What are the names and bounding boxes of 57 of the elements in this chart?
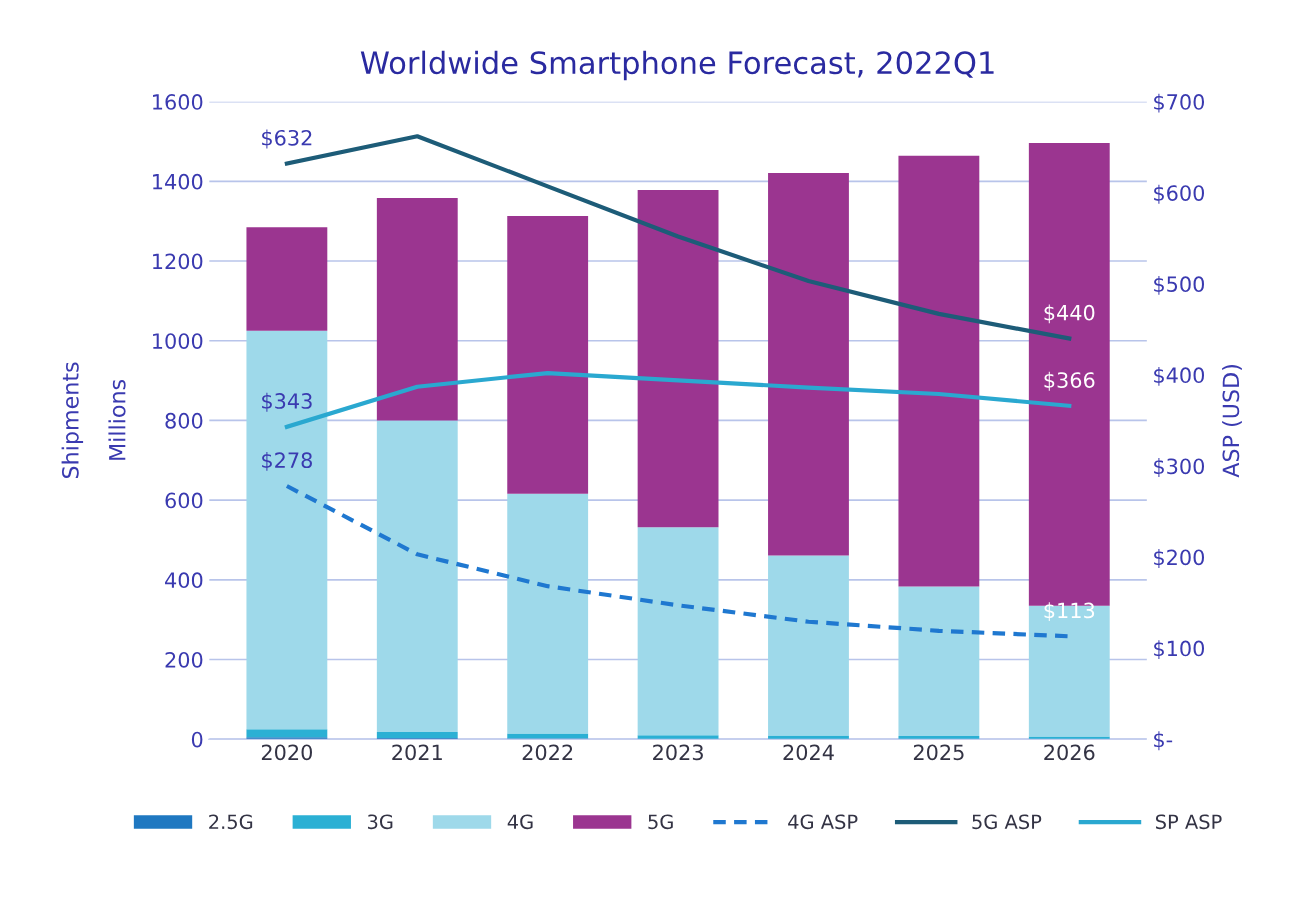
legend-label: 4G ASP [788, 814, 858, 830]
x-tick-label: 2021 [392, 744, 442, 761]
bar [637, 735, 719, 740]
bar [246, 330, 328, 730]
bar [507, 493, 589, 734]
bar [637, 527, 719, 736]
y-tick-label: 1000 [153, 333, 203, 349]
y2-tick-label: $700 [1154, 93, 1205, 113]
data-label: $113 [1044, 602, 1095, 622]
chart-title: Worldwide Smartphone Forecast, 2022Q1 [360, 50, 994, 81]
legend-label: 5G ASP [972, 814, 1042, 830]
y2-tick-label: $200 [1154, 549, 1205, 569]
data-label: $366 [1044, 371, 1095, 391]
data-label: $440 [1044, 304, 1095, 324]
y2-tick-label: $300 [1154, 458, 1205, 477]
bar [246, 729, 328, 738]
y-axis-title: Shipments Millions [61, 362, 126, 479]
bar [376, 732, 458, 738]
y2-tick-label: $400 [1154, 366, 1205, 386]
legend-label: 2.5G [209, 814, 253, 830]
y-tick-label: 200 [165, 651, 203, 668]
x-tick-label: 2023 [653, 744, 703, 761]
legend-label: 4G [507, 814, 533, 830]
y-tick-label: 400 [165, 572, 203, 589]
y-tick-label: 0 [191, 731, 203, 748]
bar [637, 190, 719, 528]
data-label: $278 [262, 451, 312, 471]
bar [507, 216, 589, 494]
legend-label: 5G [648, 814, 673, 830]
bar [376, 420, 458, 733]
bar [898, 586, 980, 737]
data-label: $632 [262, 129, 312, 149]
x-tick-label: 2026 [1044, 744, 1095, 761]
bar [246, 227, 328, 331]
x-tick-label: 2025 [913, 744, 964, 761]
bar [768, 172, 849, 556]
y2-axis-title: ASP (USD) [1222, 365, 1242, 478]
y2-tick-label: $600 [1154, 184, 1205, 204]
x-tick-label: 2020 [261, 744, 313, 761]
bar [768, 555, 849, 736]
y2-tick-label: $500 [1154, 275, 1205, 295]
bar [898, 155, 980, 587]
y-tick-label: 1400 [153, 173, 203, 190]
bar [898, 736, 980, 740]
y-tick-label: 600 [165, 492, 203, 509]
legend-label: 3G [367, 814, 393, 830]
y2-tick-label: $100 [1154, 640, 1205, 660]
legend-label: SP ASP [1155, 814, 1222, 830]
y2-tick-label: $- [1154, 731, 1173, 751]
bar [376, 198, 458, 421]
x-tick-label: 2024 [783, 744, 834, 761]
y-tick-label: 1200 [153, 253, 203, 270]
y-tick-label: 800 [165, 412, 203, 429]
y-tick-label: 1600 [153, 94, 203, 110]
bar [1028, 736, 1110, 740]
x-tick-label: 2022 [522, 744, 573, 761]
data-label: $343 [262, 392, 312, 412]
